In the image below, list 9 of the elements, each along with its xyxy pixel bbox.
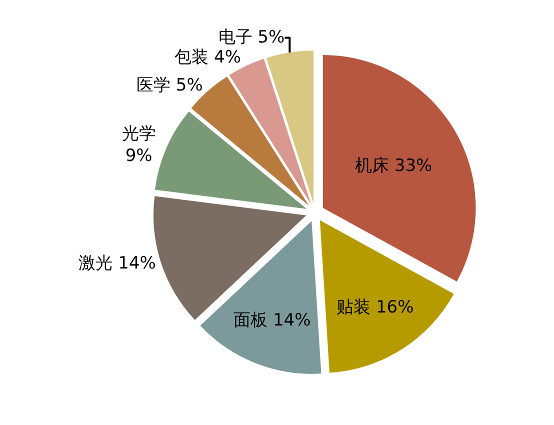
slice-label: 光学 [122, 124, 156, 144]
slice-label: 电子 5% [218, 28, 285, 48]
slice-label: 面板 14% [234, 310, 311, 331]
slice-label: 激光 14% [78, 254, 156, 274]
slice-label: 医学 5% [136, 75, 203, 96]
data-label: 9% [125, 146, 152, 166]
slice-label: 贴装 16% [336, 297, 414, 318]
slice-label: 包装 4% [174, 48, 242, 68]
slice-label: 机床 33% [354, 156, 432, 176]
